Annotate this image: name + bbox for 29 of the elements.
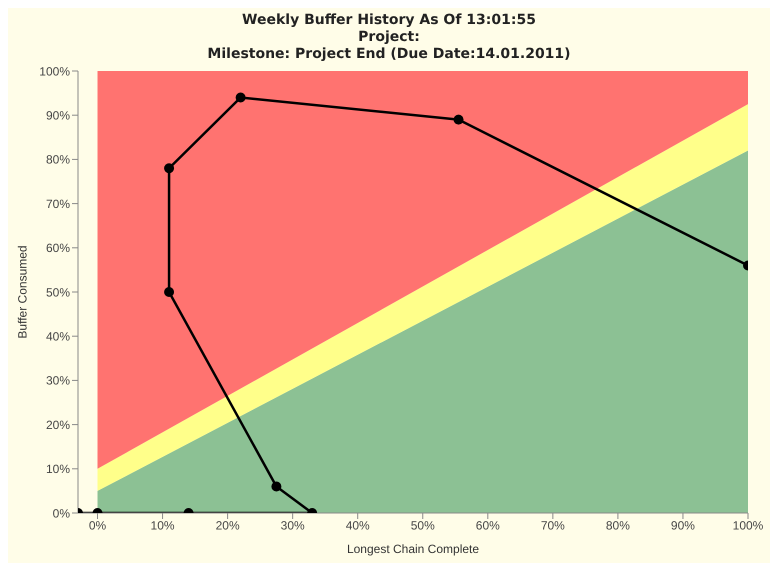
x-tick-label: 70% bbox=[540, 518, 566, 533]
y-tick-label: 30% bbox=[46, 374, 70, 388]
x-tick-label: 80% bbox=[606, 518, 630, 533]
x-tick-label: 90% bbox=[670, 518, 696, 533]
point bbox=[164, 287, 174, 297]
point bbox=[164, 163, 174, 174]
y-tick-label: 40% bbox=[46, 329, 70, 344]
y-tick-label: 100% bbox=[39, 64, 70, 78]
y-tick-label: 0% bbox=[52, 506, 70, 520]
x-tick-label: 60% bbox=[476, 518, 500, 533]
x-tick-label: 100% bbox=[732, 518, 764, 533]
point bbox=[454, 114, 464, 125]
y-axis-title: Buffer Consumed bbox=[15, 245, 30, 339]
x-tick-label: 20% bbox=[216, 518, 240, 533]
y-tick-label: 80% bbox=[46, 152, 70, 167]
x-axis-title: Longest Chain Complete bbox=[346, 542, 480, 556]
y-tick-label: 90% bbox=[46, 108, 70, 122]
y-tick-label: 60% bbox=[46, 241, 70, 256]
x-tick-label: 50% bbox=[410, 518, 436, 533]
chart-title: Weekly Buffer History As Of 13:01:55 Project: Milestone: Project End (Due Date:14.01.2011) bbox=[206, 12, 572, 63]
point bbox=[236, 92, 246, 103]
x-tick-label: 30% bbox=[280, 518, 305, 533]
x-tick-label: 40% bbox=[346, 518, 370, 533]
y-tick-label: 10% bbox=[46, 462, 70, 476]
y-tick-label: 70% bbox=[46, 196, 70, 211]
x-tick-label: 0% bbox=[88, 518, 107, 533]
y-tick-label: 50% bbox=[46, 285, 70, 300]
y-tick-label: 20% bbox=[46, 418, 70, 432]
x-tick-label: 10% bbox=[150, 518, 175, 533]
